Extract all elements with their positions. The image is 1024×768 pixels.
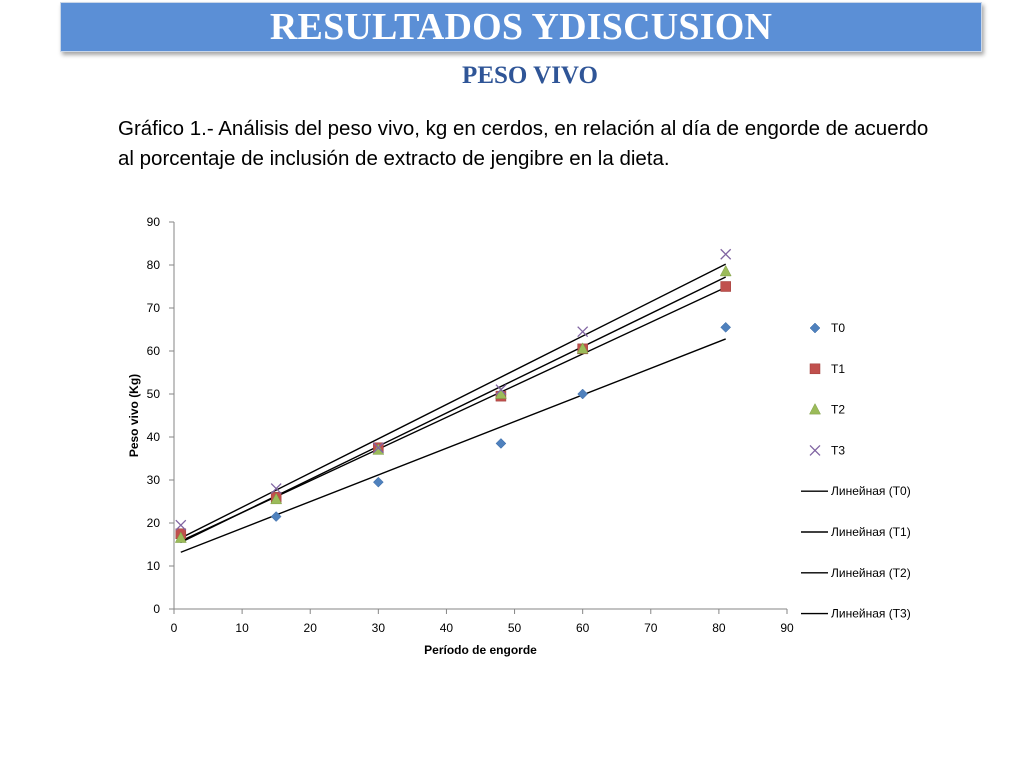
- y-tick-label: 0: [153, 602, 160, 616]
- legend-label: Линейная (T3): [831, 607, 911, 621]
- y-tick-label: 50: [147, 387, 161, 401]
- data-point-t3: [495, 384, 507, 396]
- x-tick-label: 0: [171, 621, 178, 635]
- legend-marker-t3: [809, 444, 821, 456]
- legend-marker-t1: [809, 363, 821, 375]
- y-tick-label: 90: [147, 215, 161, 229]
- data-point-t2: [372, 443, 385, 455]
- x-tick-label: 30: [372, 621, 386, 635]
- x-axis-title: Período de engorde: [424, 643, 537, 657]
- data-point-t0: [720, 321, 732, 333]
- x-tick-label: 50: [508, 621, 522, 635]
- legend-label: T3: [831, 443, 845, 457]
- data-point-t0: [270, 511, 282, 522]
- data-point-t2: [174, 531, 187, 543]
- y-tick-label: 30: [147, 473, 161, 487]
- legend-label: Линейная (T1): [831, 525, 911, 539]
- legend-label: T2: [831, 403, 845, 417]
- data-point-t0: [372, 476, 384, 488]
- y-tick-label: 60: [147, 344, 161, 358]
- y-axis-title: Peso vivo (Kg): [127, 374, 141, 457]
- x-tick-label: 10: [235, 621, 249, 635]
- x-tick-label: 80: [712, 621, 726, 635]
- page-subtitle: PESO VIVO: [462, 62, 598, 89]
- data-point-t2: [270, 492, 283, 505]
- data-point-t2: [576, 342, 589, 354]
- data-point-t0: [577, 388, 589, 400]
- data-point-t2: [719, 264, 732, 277]
- title-banner: RESULTADOS YDISCUSION: [60, 2, 982, 52]
- legend-label: T0: [831, 321, 845, 335]
- data-point-t0: [495, 438, 507, 449]
- legend-marker-t2: [809, 403, 821, 415]
- data-point-t3: [577, 326, 589, 338]
- y-tick-label: 40: [147, 430, 161, 444]
- data-point-t1: [720, 281, 731, 292]
- legend-label: Линейная (T0): [831, 484, 911, 498]
- y-tick-label: 20: [147, 516, 161, 530]
- trendline: [180, 338, 726, 553]
- data-point-t3: [372, 442, 384, 454]
- x-tick-label: 70: [644, 621, 658, 635]
- legend-label: Линейная (T2): [831, 566, 911, 580]
- y-tick-label: 80: [147, 258, 161, 272]
- trendline: [180, 276, 727, 543]
- x-tick-label: 60: [576, 621, 590, 635]
- legend-marker-t0: [809, 322, 821, 334]
- x-tick-label: 20: [304, 621, 318, 635]
- y-tick-label: 70: [147, 301, 161, 315]
- legend-label: T1: [831, 362, 845, 376]
- data-point-t3: [720, 248, 732, 260]
- chart-caption: Gráfico 1.- Análisis del peso vivo, kg e…: [118, 117, 929, 170]
- x-tick-label: 40: [440, 621, 454, 635]
- data-point-t3: [175, 519, 187, 531]
- x-tick-label: 90: [780, 621, 794, 635]
- trendline: [180, 263, 727, 539]
- y-tick-label: 10: [147, 559, 161, 573]
- data-point-t3: [270, 483, 282, 495]
- page-title: RESULTADOS YDISCUSION: [269, 6, 773, 48]
